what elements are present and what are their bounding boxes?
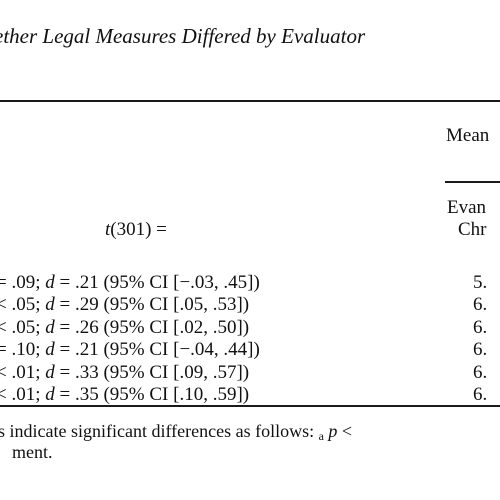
t-test-stat: = .09; d = .21 (95% CI [−.03, .45]) xyxy=(0,272,260,294)
p-value: < .01; xyxy=(0,383,46,405)
d-symbol: d xyxy=(45,272,55,293)
table-row: < .05; d = .26 (95% CI [.02, .50]) 6. xyxy=(0,317,500,339)
d-symbol: d xyxy=(45,383,55,405)
p-value: < .05; xyxy=(0,294,46,316)
p-value: < .01; xyxy=(0,361,46,383)
t-test-stat: < .01; d = .35 (95% CI [.10, .59]) xyxy=(0,384,249,406)
d-symbol: d xyxy=(45,294,55,316)
d-symbol: d xyxy=(45,361,55,383)
means-spanner-rule xyxy=(445,181,500,183)
t-symbol: t xyxy=(105,219,111,240)
table-body: = .09; d = .21 (95% CI [−.03, .45]) 5. <… xyxy=(0,272,500,406)
mean-value: 6. xyxy=(473,294,488,316)
effect-size: = .26 (95% CI [.02, .50]) xyxy=(54,316,250,338)
mean-value: 6. xyxy=(473,383,488,405)
effect-size: = .21 (95% CI [−.04, .44]) xyxy=(54,339,260,361)
group-header-line2: Chr xyxy=(458,219,487,240)
table-note-line2: ment. xyxy=(12,442,53,462)
note-p-symbol: p xyxy=(328,421,338,441)
note-text: s indicate significant differences as fo… xyxy=(0,421,319,441)
t-df: (301) = xyxy=(110,219,167,240)
note-subscript: a xyxy=(318,429,324,443)
t-test-stat: = .10; d = .21 (95% CI [−.04, .44]) xyxy=(0,339,260,361)
mean-value: 5. xyxy=(473,272,488,293)
mean-value: 6. xyxy=(473,339,488,361)
p-value: = .10; xyxy=(0,339,46,361)
p-value: = .09; xyxy=(0,272,46,293)
t-test-stat: < .01; d = .33 (95% CI [.09, .57]) xyxy=(0,362,249,384)
mean-value: 6. xyxy=(473,361,488,383)
table-top-rule xyxy=(0,100,500,102)
table-row: < .01; d = .35 (95% CI [.10, .59]) 6. xyxy=(0,384,500,406)
means-header: Mean xyxy=(446,125,490,146)
table-row: = .09; d = .21 (95% CI [−.03, .45]) 5. xyxy=(0,272,500,294)
t-test-stat: < .05; d = .29 (95% CI [.05, .53]) xyxy=(0,294,249,316)
mean-value: 6. xyxy=(473,316,488,338)
effect-size: = .29 (95% CI [.05, .53]) xyxy=(54,294,250,316)
table-bottom-rule xyxy=(0,405,500,407)
table-note: s indicate significant differences as fo… xyxy=(0,421,500,444)
d-symbol: d xyxy=(45,339,55,361)
p-value: < .05; xyxy=(0,316,46,338)
table-row: < .05; d = .29 (95% CI [.05, .53]) 6. xyxy=(0,294,500,316)
note-text-end: < xyxy=(337,421,353,441)
table-caption: ether Legal Measures Differed by Evaluat… xyxy=(0,24,366,48)
t-test-header: t(301) = xyxy=(105,219,167,241)
d-symbol: d xyxy=(45,316,55,338)
effect-size: = .33 (95% CI [.09, .57]) xyxy=(54,361,250,383)
table-row: < .01; d = .33 (95% CI [.09, .57]) 6. xyxy=(0,362,500,384)
effect-size: = .35 (95% CI [.10, .59]) xyxy=(54,383,250,405)
t-test-stat: < .05; d = .26 (95% CI [.02, .50]) xyxy=(0,317,249,339)
group-header-line1: Evan xyxy=(447,197,487,218)
table-row: = .10; d = .21 (95% CI [−.04, .44]) 6. xyxy=(0,339,500,361)
effect-size: = .21 (95% CI [−.03, .45]) xyxy=(54,272,260,293)
